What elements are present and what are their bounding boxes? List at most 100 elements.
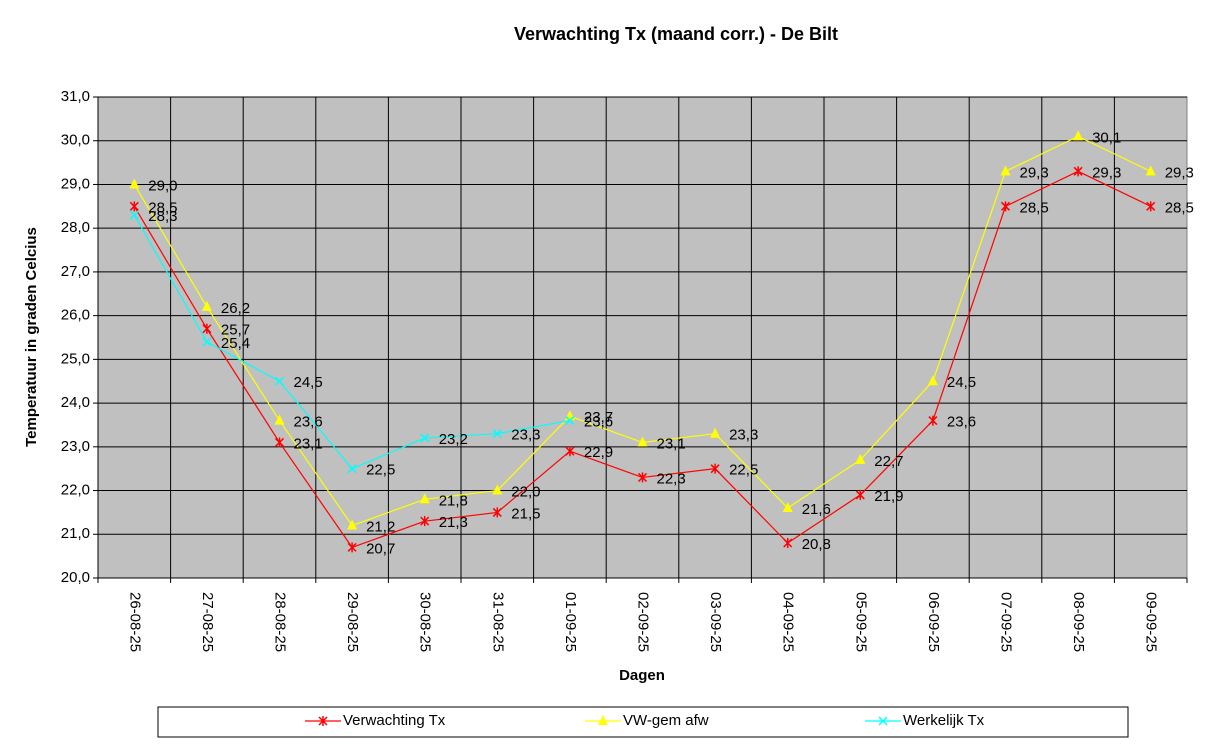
point: [347, 519, 358, 530]
x-tick-label: 03-09-25: [707, 592, 724, 652]
point: [129, 201, 139, 212]
data-label: 23,1: [294, 435, 323, 452]
point: [347, 464, 357, 474]
data-label: 21,3: [439, 514, 468, 531]
chart-title: Verwachting Tx (maand corr.) - De Bilt: [514, 24, 838, 44]
legend-marker: [878, 716, 888, 726]
data-label: 23,2: [439, 431, 468, 448]
point: [274, 437, 285, 448]
point: [129, 210, 139, 220]
point: [928, 415, 938, 426]
data-label: 25,4: [221, 335, 250, 352]
point: [274, 376, 285, 386]
point: [1073, 166, 1083, 177]
data-label: 23,6: [947, 414, 976, 431]
x-tick-label: 07-09-25: [998, 592, 1015, 652]
x-tick-label: 31-08-25: [489, 592, 506, 652]
point: [783, 538, 793, 549]
data-label: 25,7: [221, 322, 250, 339]
y-tick-label: 28,0: [61, 219, 90, 236]
data-label: 23,3: [729, 427, 758, 444]
point: [1000, 201, 1011, 212]
data-label: 23,1: [657, 435, 686, 452]
point: [1146, 201, 1156, 212]
point: [637, 472, 648, 483]
legend-label: VW-gem afw: [623, 712, 709, 729]
x-tick-label: 09-09-25: [1143, 592, 1160, 652]
data-label: 23,7: [584, 409, 613, 426]
legend-label: Verwachting Tx: [343, 712, 446, 729]
data-label: 21,2: [366, 518, 395, 535]
point: [637, 436, 648, 447]
x-axis-title: Dagen: [619, 667, 665, 684]
point: [1073, 130, 1084, 141]
data-label: 29,3: [1165, 164, 1194, 181]
data-label: 28,3: [148, 208, 177, 225]
y-tick-label: 27,0: [61, 263, 90, 280]
legend-label: Werkelijk Tx: [903, 712, 985, 729]
y-tick-label: 31,0: [61, 88, 90, 105]
point: [492, 484, 503, 495]
data-label: 22,0: [511, 484, 540, 501]
x-tick-label: 01-09-25: [562, 592, 579, 652]
point: [492, 507, 502, 518]
y-tick-label: 22,0: [61, 482, 90, 499]
point: [565, 446, 575, 457]
data-label: 21,5: [511, 505, 540, 522]
legend: [157, 706, 1129, 738]
point: [274, 414, 285, 425]
data-label: 24,5: [294, 374, 323, 391]
point: [202, 337, 212, 347]
data-label: 23,3: [511, 427, 540, 444]
point: [782, 502, 793, 513]
data-label: 23,6: [584, 414, 613, 431]
x-tick-label: 30-08-25: [417, 592, 434, 652]
y-tick-label: 25,0: [61, 350, 90, 367]
data-label: 24,5: [947, 374, 976, 391]
y-tick-label: 20,0: [61, 569, 90, 586]
point: [1145, 165, 1156, 176]
data-label: 22,5: [366, 462, 395, 479]
y-tick-label: 30,0: [61, 132, 90, 149]
point: [419, 493, 430, 504]
data-label: 22,5: [729, 462, 758, 479]
data-label: 29,0: [148, 177, 177, 194]
plot-area: [97, 96, 1188, 579]
point: [927, 375, 938, 386]
data-label: 28,5: [1020, 199, 1049, 216]
data-label: 22,9: [584, 444, 613, 461]
point: [347, 542, 357, 553]
point: [129, 178, 140, 189]
x-tick-label: 05-09-25: [852, 592, 869, 652]
point: [1000, 165, 1011, 176]
data-label: 21,6: [802, 501, 831, 518]
x-tick-label: 04-09-25: [780, 592, 797, 652]
data-label: 20,8: [802, 536, 831, 553]
y-tick-label: 24,0: [61, 394, 90, 411]
y-axis-title: Temperatuur in graden Celcius: [23, 227, 40, 447]
point: [710, 463, 720, 474]
data-label: 23,6: [294, 414, 323, 431]
data-label: 28,5: [1165, 199, 1194, 216]
x-tick-label: 06-09-25: [925, 592, 942, 652]
point: [710, 427, 721, 438]
point: [420, 516, 430, 527]
point: [492, 429, 502, 439]
x-tick-label: 02-09-25: [635, 592, 652, 652]
data-label: 22,3: [657, 470, 686, 487]
legend-marker: [598, 715, 608, 725]
y-tick-label: 21,0: [61, 525, 90, 542]
x-tick-label: 26-08-25: [126, 592, 143, 652]
data-label: 20,7: [366, 540, 395, 557]
data-label: 28,5: [148, 199, 177, 216]
legend-marker: [318, 716, 328, 726]
x-tick-label: 27-08-25: [199, 592, 216, 652]
x-tick-label: 08-09-25: [1070, 592, 1087, 652]
data-label: 22,7: [874, 453, 903, 470]
data-label: 21,8: [439, 492, 468, 509]
point: [855, 453, 866, 464]
point: [202, 323, 212, 334]
x-tick-label: 28-08-25: [272, 592, 289, 652]
